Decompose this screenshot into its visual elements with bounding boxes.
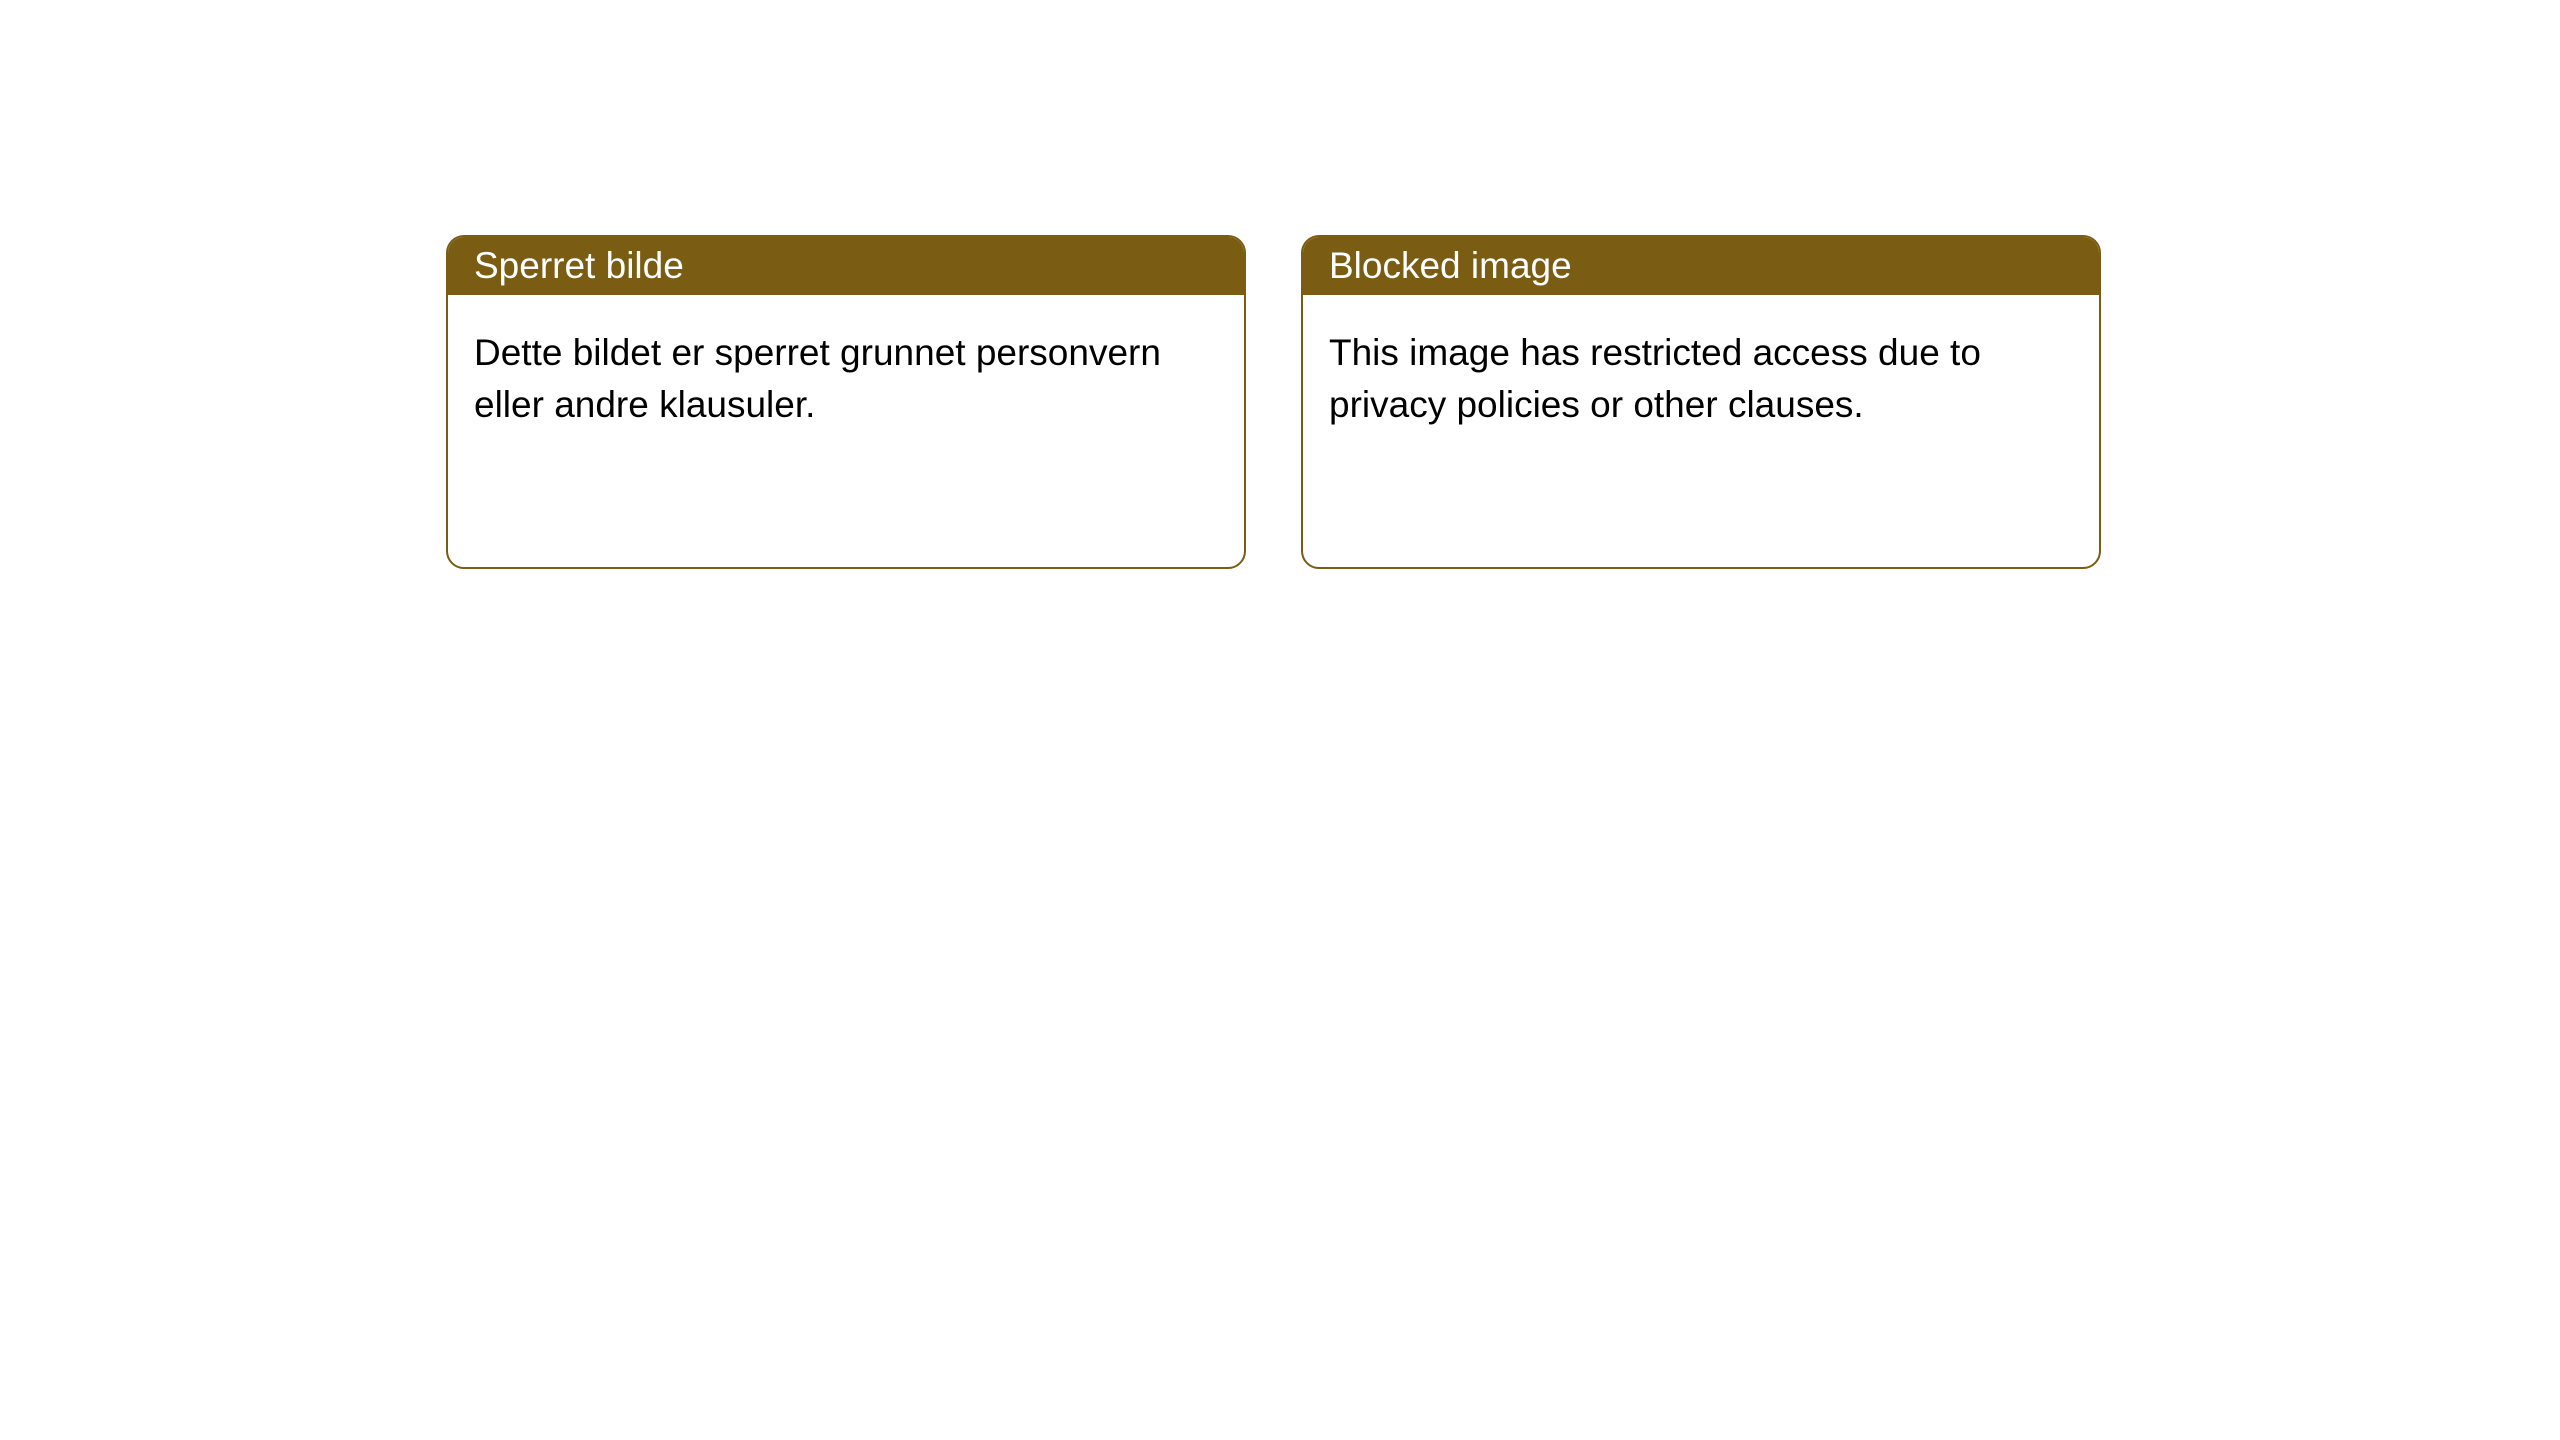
notice-body: This image has restricted access due to … xyxy=(1303,295,2099,463)
notice-message: Dette bildet er sperret grunnet personve… xyxy=(474,332,1161,425)
notice-body: Dette bildet er sperret grunnet personve… xyxy=(448,295,1244,463)
notice-card-norwegian: Sperret bilde Dette bildet er sperret gr… xyxy=(446,235,1246,569)
notice-container: Sperret bilde Dette bildet er sperret gr… xyxy=(0,0,2560,569)
notice-header: Blocked image xyxy=(1303,237,2099,295)
notice-title: Sperret bilde xyxy=(474,245,684,287)
notice-title: Blocked image xyxy=(1329,245,1572,287)
notice-card-english: Blocked image This image has restricted … xyxy=(1301,235,2101,569)
notice-header: Sperret bilde xyxy=(448,237,1244,295)
notice-message: This image has restricted access due to … xyxy=(1329,332,1981,425)
